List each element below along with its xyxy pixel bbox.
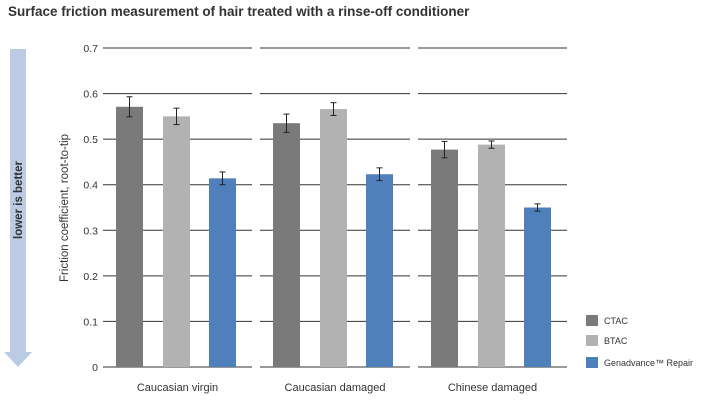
category-label: Caucasian virgin (137, 382, 218, 394)
legend-swatch (586, 357, 598, 368)
bar-0-1 (163, 116, 190, 367)
category-label: Chinese damaged (448, 382, 537, 394)
legend-label: BTAC (604, 336, 628, 346)
legend: CTAC BTAC Genadvance™ Repair (586, 315, 693, 368)
bars (116, 96, 551, 368)
y-tick-label: 0.3 (83, 225, 98, 237)
bar-1-0 (273, 123, 300, 367)
chart-title: Surface friction measurement of hair tre… (8, 4, 470, 19)
lower-is-better-label: lower is better (13, 160, 25, 238)
y-tick-label: 0.5 (83, 134, 98, 146)
y-axis-title: Friction coefficient, root-to-tip (59, 134, 71, 282)
bar-0-2 (209, 178, 236, 367)
bar-1-1 (320, 109, 347, 368)
category-label: Caucasian damaged (285, 382, 386, 394)
legend-swatch (586, 315, 598, 326)
y-tick-label: 0.1 (83, 316, 98, 328)
y-tick-label: 0 (92, 362, 98, 374)
axis-labels: 0 0.1 0.2 0.3 0.4 0.5 0.6 0.7 Caucasian virgin Ca… (83, 43, 537, 394)
legend-label: CTAC (604, 316, 628, 326)
bar-2-0 (431, 149, 458, 367)
y-tick-label: 0.2 (83, 271, 98, 283)
legend-label: Genadvance™ Repair (604, 358, 693, 368)
bar-0-0 (116, 106, 143, 367)
bar-2-1 (478, 144, 505, 367)
y-tick-label: 0.4 (83, 180, 98, 192)
bar-1-2 (366, 174, 393, 367)
y-tick-label: 0.6 (83, 89, 98, 101)
y-tick-label: 0.7 (83, 43, 98, 55)
bar-2-2 (524, 207, 551, 367)
legend-swatch (586, 335, 598, 346)
lower-is-better-arrow (4, 49, 32, 367)
